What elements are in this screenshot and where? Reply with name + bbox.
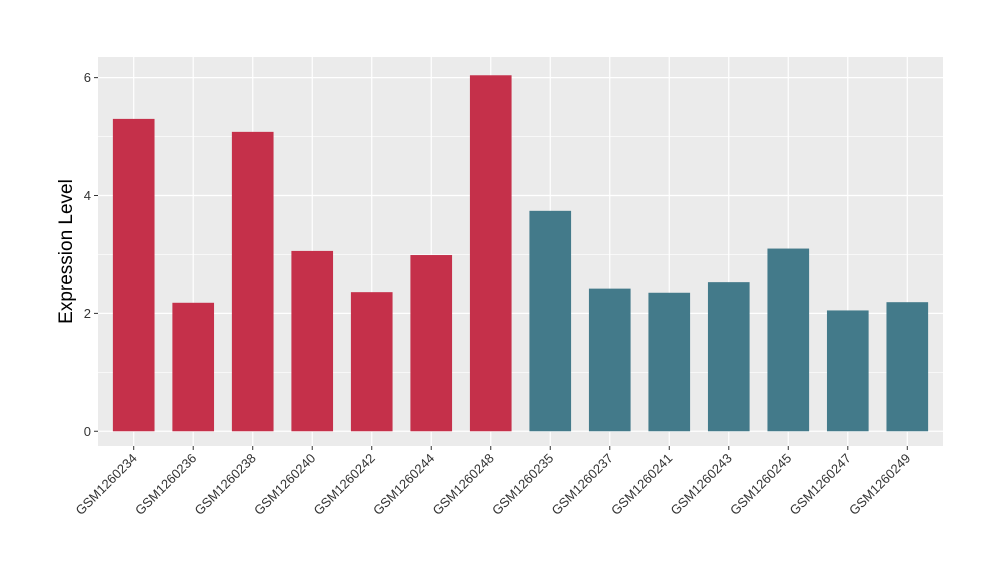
x-axis: GSM1260234GSM1260236GSM1260238GSM1260240… <box>72 446 913 518</box>
bar-GSM1260238 <box>231 131 274 432</box>
bar-GSM1260235 <box>529 210 572 432</box>
y-tick-label: 2 <box>84 306 91 321</box>
bar-GSM1260249 <box>886 302 929 432</box>
bar-GSM1260234 <box>112 118 155 432</box>
bar-GSM1260245 <box>767 248 810 432</box>
bar-GSM1260243 <box>707 282 750 432</box>
y-axis-title: Expression Level <box>56 179 77 324</box>
bar-GSM1260247 <box>826 310 869 432</box>
bar-GSM1260237 <box>588 288 631 432</box>
y-tick-label: 4 <box>84 188 91 203</box>
y-tick-label: 0 <box>84 424 91 439</box>
x-tick-label: GSM1260248 <box>430 451 497 518</box>
x-tick-label: GSM1260249 <box>846 451 913 518</box>
x-tick-label: GSM1260247 <box>787 451 854 518</box>
x-tick-label: GSM1260243 <box>668 451 735 518</box>
x-tick-label: GSM1260242 <box>311 451 378 518</box>
x-tick-label: GSM1260234 <box>72 451 139 518</box>
plot-panel <box>98 57 943 446</box>
x-tick-label: GSM1260244 <box>370 451 437 518</box>
bar-GSM1260244 <box>410 255 453 432</box>
bar-GSM1260241 <box>648 292 691 432</box>
y-tick-label: 6 <box>84 70 91 85</box>
bars <box>112 75 929 432</box>
x-tick-label: GSM1260240 <box>251 451 318 518</box>
bar-GSM1260248 <box>469 75 512 432</box>
x-tick-label: GSM1260237 <box>549 451 616 518</box>
bar-GSM1260236 <box>172 302 215 432</box>
x-tick-label: GSM1260245 <box>727 451 794 518</box>
x-tick-label: GSM1260235 <box>489 451 556 518</box>
bar-GSM1260242 <box>350 292 393 432</box>
x-tick-label: GSM1260238 <box>191 451 258 518</box>
bar-GSM1260240 <box>291 250 334 432</box>
y-axis: 0 2 4 6 <box>84 70 98 439</box>
x-tick-label: GSM1260236 <box>132 451 199 518</box>
x-tick-label: GSM1260241 <box>608 451 675 518</box>
